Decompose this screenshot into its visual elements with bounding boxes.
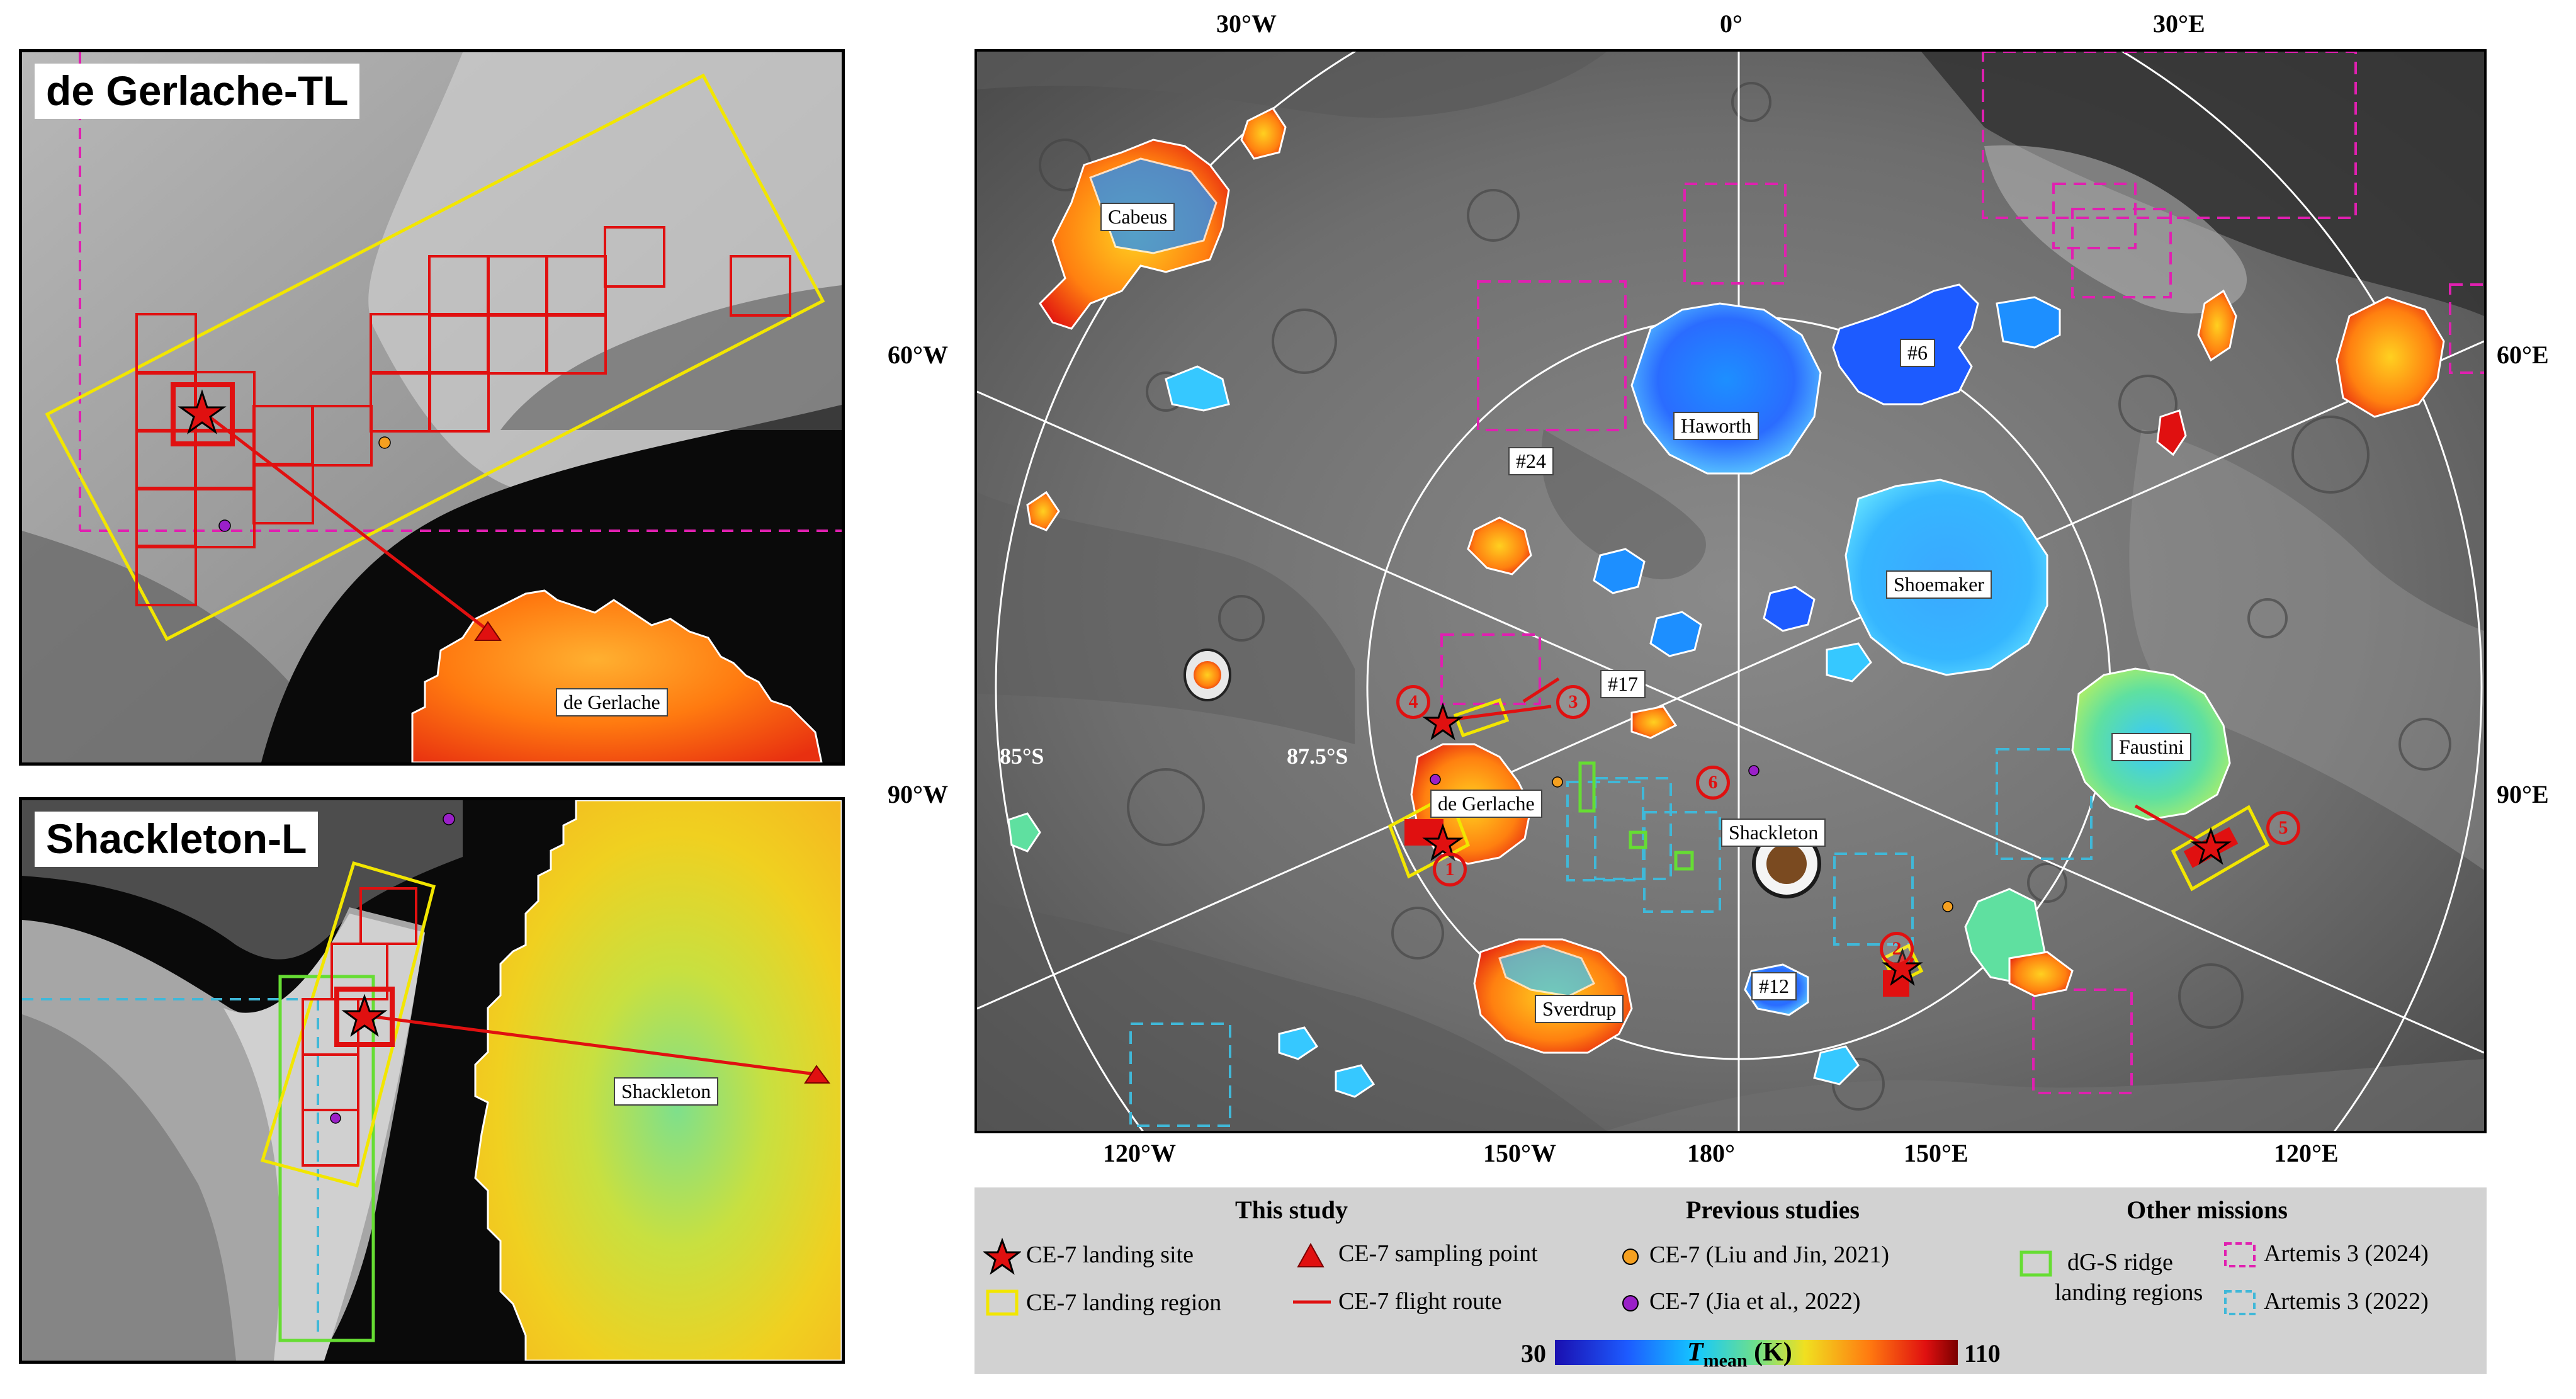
- colorbar-title: Tmean (K): [1687, 1337, 1792, 1371]
- label-faustini: Faustini: [2111, 733, 2191, 761]
- legend-landing-site: CE-7 landing site: [1026, 1242, 1194, 1269]
- label-cabeus: Cabeus: [1100, 203, 1175, 231]
- panel-tl-title: de Gerlache-TL: [35, 64, 359, 119]
- magenta-dashed-rect-icon: [2223, 1242, 2256, 1268]
- label-shoemaker: Shoemaker: [1886, 570, 1992, 599]
- legend-header-previous: Previous studies: [1686, 1195, 1860, 1225]
- legend-dgs-line2: landing regions: [2055, 1279, 2203, 1307]
- lon-60e: 60°E: [2497, 340, 2549, 370]
- label-r6: #6: [1900, 339, 1935, 367]
- site-number-1: 1: [1433, 852, 1467, 886]
- site-number-3: 3: [1556, 685, 1590, 719]
- red-line-icon: [1292, 1296, 1332, 1308]
- label-r24: #24: [1508, 447, 1554, 475]
- cyan-dashed-rect-icon: [2223, 1289, 2256, 1316]
- lon-0: 0°: [1720, 9, 1743, 38]
- label-haworth: Haworth: [1673, 412, 1759, 440]
- lon-30w: 30°W: [1216, 9, 1277, 38]
- legend-landing-region: CE-7 landing region: [1026, 1289, 1221, 1317]
- green-rect-icon: [2020, 1250, 2052, 1277]
- red-star-icon: [983, 1238, 1021, 1276]
- panel-bl-image: [22, 800, 842, 1361]
- lon-60w: 60°W: [888, 340, 948, 370]
- main-map-image: [977, 52, 2484, 1131]
- purple-dot-icon: [1620, 1293, 1641, 1313]
- site-number-5: 5: [2266, 811, 2300, 845]
- colorbar-min-label: 30: [1521, 1339, 1546, 1368]
- legend-liu-jin: CE-7 (Liu and Jin, 2021): [1649, 1242, 1889, 1269]
- lon-90e: 90°E: [2497, 779, 2549, 809]
- legend-flight-route: CE-7 flight route: [1338, 1288, 1502, 1316]
- colorbar-unit: (K): [1754, 1338, 1792, 1367]
- panel-tl-image: [22, 52, 842, 762]
- legend-artemis-2024: Artemis 3 (2024): [2264, 1240, 2429, 1268]
- red-triangle-icon: [1296, 1242, 1326, 1269]
- colorbar-var: T: [1687, 1338, 1703, 1367]
- legend-header-this-study: This study: [1235, 1195, 1348, 1225]
- lon-150e: 150°E: [1904, 1138, 1969, 1168]
- legend-artemis-2022: Artemis 3 (2022): [2264, 1288, 2429, 1316]
- lon-180: 180°: [1687, 1138, 1735, 1168]
- lon-30e: 30°E: [2153, 9, 2205, 38]
- site-number-4: 4: [1396, 685, 1430, 719]
- yellow-rect-icon: [986, 1289, 1019, 1316]
- legend-jia: CE-7 (Jia et al., 2022): [1649, 1288, 1861, 1316]
- label-r17: #17: [1600, 670, 1646, 698]
- legend-header-other: Other missions: [2127, 1195, 2288, 1225]
- main-polar-map: Cabeus Haworth Shoemaker Faustini de Ger…: [974, 49, 2487, 1133]
- panel-de-gerlache-tl: de Gerlache-TL de Gerlache: [19, 49, 845, 766]
- lon-120e: 120°E: [2274, 1138, 2339, 1168]
- label-shackleton: Shackleton: [1721, 818, 1826, 847]
- lon-150w: 150°W: [1483, 1138, 1556, 1168]
- panel-bl-crater-label: Shackleton: [614, 1077, 718, 1106]
- panel-shackleton-l: Shackleton-L Shackleton: [19, 797, 845, 1364]
- legend-sampling-point: CE-7 sampling point: [1338, 1240, 1538, 1268]
- legend-dgs-line1: dG-S ridge: [2067, 1249, 2173, 1277]
- colorbar-sub: mean: [1703, 1350, 1748, 1371]
- label-87-5s: 87.5°S: [1287, 743, 1348, 769]
- site-number-6: 6: [1696, 766, 1730, 800]
- panel-bl-title: Shackleton-L: [35, 812, 318, 867]
- panel-tl-crater-label: de Gerlache: [556, 688, 668, 716]
- colorbar-max-label: 110: [1964, 1339, 2001, 1368]
- lon-90w: 90°W: [888, 779, 948, 809]
- lon-120w: 120°W: [1103, 1138, 1176, 1168]
- orange-dot-icon: [1620, 1247, 1641, 1267]
- label-sverdrup: Sverdrup: [1535, 995, 1624, 1023]
- label-r12: #12: [1751, 972, 1797, 1000]
- legend: This study Previous studies Other missio…: [974, 1187, 2487, 1374]
- label-85s: 85°S: [1000, 743, 1044, 769]
- site-number-2: 2: [1880, 932, 1914, 966]
- label-de-gerlache: de Gerlache: [1430, 790, 1542, 818]
